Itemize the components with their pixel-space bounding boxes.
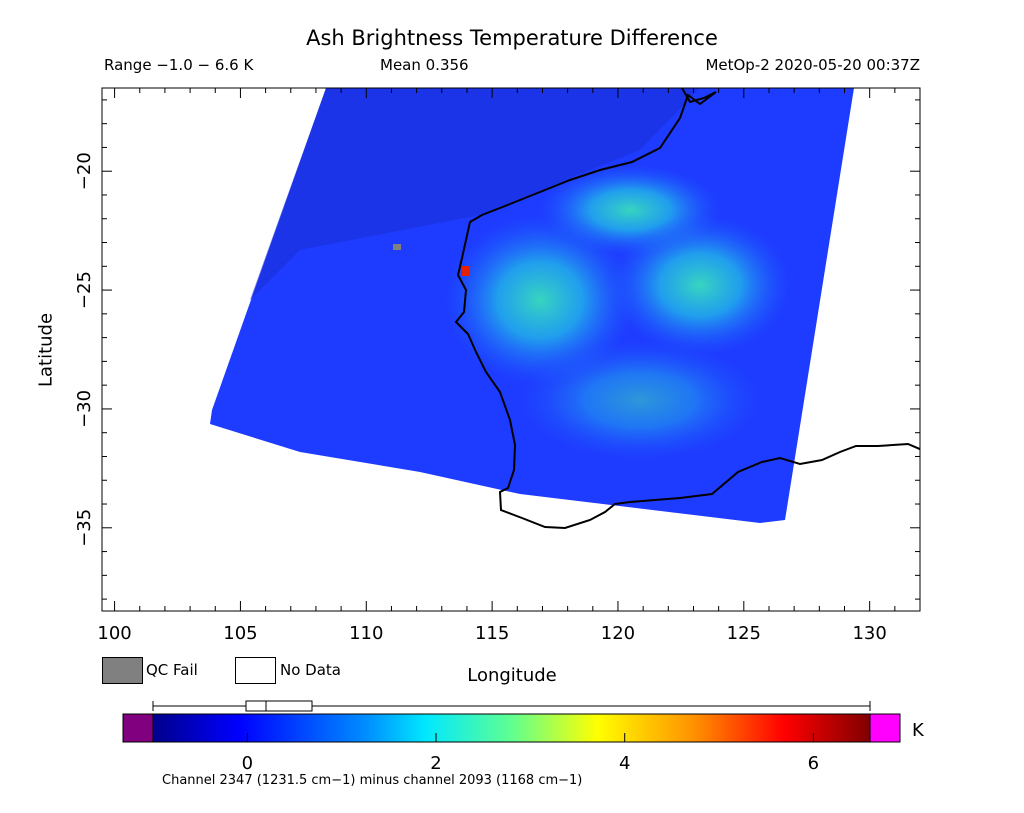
colorbar [152, 713, 871, 743]
coastline-cape [681, 88, 717, 104]
colorbar-tick-label: 6 [808, 753, 819, 774]
satellite-time: MetOp-2 2020-05-20 00:37Z [705, 56, 920, 74]
y-axis-label: Latitude [35, 312, 57, 388]
colorbar-unit: K [912, 720, 924, 741]
coastline [454, 91, 920, 530]
colorbar-tick-label: 0 [242, 753, 253, 774]
y-tick-label: −35 [74, 509, 95, 547]
hotspot-pixel [462, 266, 469, 276]
y-tick-label: −30 [74, 390, 95, 428]
range-readout: Range −1.0 − 6.6 K [104, 56, 254, 74]
y-axis: −20 −25 −30 −35 [74, 99, 920, 600]
qc-fail-swatch [102, 657, 143, 684]
land-signal-east [610, 215, 790, 355]
x-tick-label: 110 [349, 623, 383, 644]
land-signal-west [445, 215, 635, 385]
x-tick-label: 120 [601, 623, 635, 644]
y-tick-label: −20 [74, 152, 95, 190]
x-tick-label: 130 [852, 623, 886, 644]
colorbar-ticks: 0 2 4 6 [242, 733, 819, 774]
x-tick-label: 100 [97, 623, 131, 644]
y-tick-label: −25 [74, 271, 95, 309]
swath-shade [250, 88, 700, 300]
x-tick-label: 115 [475, 623, 509, 644]
colorbar-high-overflow [869, 713, 901, 743]
x-tick-label: 125 [727, 623, 761, 644]
no-data-label: No Data [280, 661, 341, 679]
qc-fail-pixel [393, 244, 401, 250]
colorbar-tick-label: 2 [430, 753, 441, 774]
map-title: Ash Brightness Temperature Difference [306, 26, 718, 50]
colorbar-caption: Channel 2347 (1231.5 cm−1) minus channel… [162, 773, 583, 788]
x-axis: 100 105 110 115 120 125 130 [97, 88, 896, 644]
plot-frame [101, 87, 921, 612]
qc-fail-label: QC Fail [146, 661, 198, 679]
land-signal-south [520, 340, 760, 460]
x-axis-label: Longitude [467, 665, 557, 686]
mean-readout: Mean 0.356 [380, 56, 469, 74]
colorbar-tick-label: 4 [619, 753, 630, 774]
colorbar-range-box [152, 700, 871, 712]
x-tick-label: 105 [223, 623, 257, 644]
no-data-swatch [235, 657, 276, 684]
colorbar-low-overflow [122, 713, 154, 743]
